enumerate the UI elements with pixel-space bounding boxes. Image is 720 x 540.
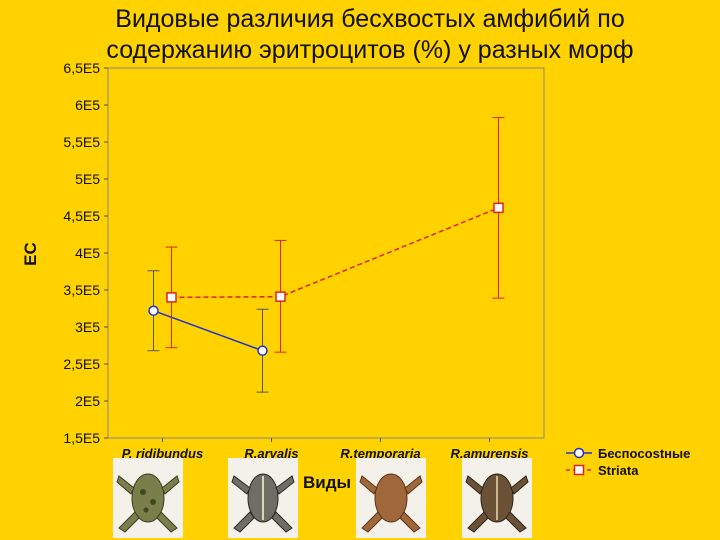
- legend-marker: [573, 464, 585, 476]
- series-line: [171, 207, 499, 299]
- frog-photo-3: [356, 458, 426, 538]
- data-point: [257, 345, 268, 356]
- frog-photo-1: [113, 458, 183, 538]
- y-axis: 1,5E5 2E5 2,5E5 3E5 3,5E5 4E5 4,5E5 5E5 5,5E5 6E5…: [63, 60, 108, 446]
- y-tick-label: 1,5E5: [63, 430, 100, 446]
- y-tick-label: 2E5: [75, 393, 100, 409]
- slide-title: Видовые различия бесхвостых амфибий по с…: [106, 5, 634, 64]
- x-tick-label: P. ridibundus: [122, 446, 203, 461]
- data-point: [493, 202, 504, 214]
- legend-label: Беспоcostные: [598, 446, 690, 461]
- y-tick-label: 6E5: [75, 97, 100, 113]
- y-tick-label: 3E5: [75, 319, 100, 335]
- series-layer: [147, 117, 505, 393]
- y-tick-label: 2,5E5: [63, 356, 100, 372]
- y-axis-title: ЕС: [21, 242, 40, 266]
- data-point: [166, 292, 177, 303]
- y-tick-label: 5E5: [75, 171, 100, 187]
- x-axis: P. ridibundus R.arvalis R.temporaria R.amur…: [122, 438, 529, 461]
- y-tick-label: 4,5E5: [63, 208, 100, 224]
- legend-marker: [573, 447, 585, 459]
- y-tick-label: 5,5E5: [63, 134, 100, 150]
- x-tick-label: R.temporaria: [340, 446, 420, 461]
- y-tick-label: 4E5: [75, 245, 100, 261]
- data-point: [148, 305, 159, 316]
- x-tick-label: R.arvalis: [244, 446, 298, 461]
- x-tick-label: R.amurensis: [450, 446, 528, 461]
- plot-area: [107, 67, 545, 439]
- data-point: [275, 291, 286, 302]
- legend-label: Striata: [598, 463, 639, 478]
- x-axis-title: Виды: [303, 473, 351, 492]
- legend: Беспоcostные Striata: [566, 446, 690, 478]
- frog-photo-2: [228, 458, 298, 538]
- y-tick-label: 6,5E5: [63, 60, 100, 76]
- y-tick-label: 3,5E5: [63, 282, 100, 298]
- frog-photo-4: [462, 458, 532, 538]
